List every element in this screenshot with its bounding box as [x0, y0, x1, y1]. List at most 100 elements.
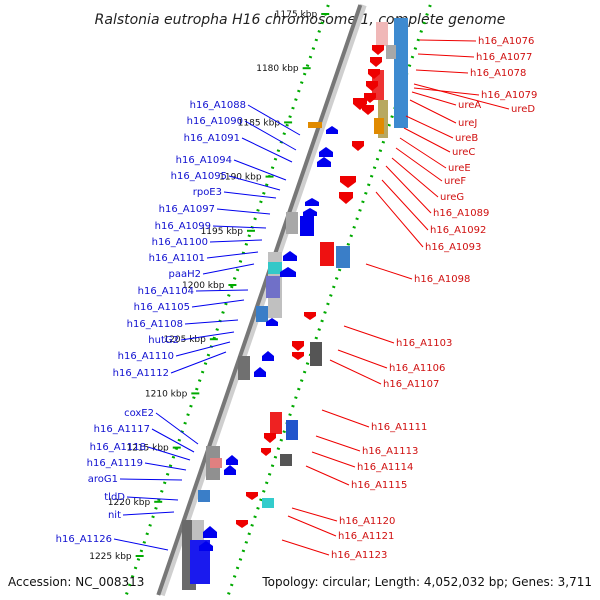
forward-gene-arrow — [203, 526, 217, 538]
reverse-gene-arrow — [292, 352, 304, 360]
ruler-tick-label: 1180 kbp — [256, 64, 299, 74]
reverse-block — [270, 412, 282, 434]
reverse-gene-leader — [391, 157, 439, 198]
forward-gene-leader — [151, 428, 195, 453]
reverse-gene-leader — [413, 83, 510, 110]
reverse-block — [320, 242, 334, 266]
forward-gene-label: h16_A1091 — [184, 133, 240, 144]
reverse-gene-arrow — [352, 141, 364, 151]
forward-gene-leader — [233, 159, 287, 181]
forward-gene-label: h16_A1117 — [94, 424, 150, 435]
reverse-gene-label: h16_A1078 — [470, 68, 526, 79]
ruler-tick-label: 1175 kbp — [275, 10, 318, 20]
forward-gene-label: h16_A1101 — [149, 253, 205, 264]
reverse-gene-label: h16_A1092 — [430, 225, 486, 236]
reverse-gene-label: h16_A1093 — [425, 242, 481, 253]
forward-gene-leader — [175, 341, 231, 357]
reverse-gene-label: ureD — [511, 104, 535, 115]
reverse-gene-label: h16_A1115 — [351, 480, 407, 491]
reverse-gene-leader — [403, 127, 451, 153]
forward-gene-leader — [247, 104, 301, 136]
reverse-gene-leader — [417, 53, 475, 58]
forward-block — [268, 262, 282, 274]
reverse-gene-leader — [311, 451, 356, 468]
forward-gene-label: aroG1 — [88, 474, 118, 485]
forward-gene-label: h16_A1094 — [176, 155, 232, 166]
reverse-gene-label: h16_A1103 — [396, 338, 452, 349]
reverse-gene-leader — [291, 507, 338, 522]
forward-gene-label: coxE2 — [124, 408, 154, 419]
ruler-tick-label: 1220 kbp — [108, 498, 151, 508]
reverse-gene-label: h16_A1076 — [478, 36, 534, 47]
forward-block — [198, 490, 210, 502]
forward-gene-label: h16_A1118 — [90, 442, 146, 453]
forward-block — [256, 306, 268, 322]
forward-gene-arrow — [262, 351, 274, 361]
reverse-gene-leader — [365, 263, 413, 280]
reverse-gene-arrow — [246, 492, 258, 500]
forward-gene-label: h16_A1104 — [138, 286, 194, 297]
reverse-gene-label: h16_A1111 — [371, 422, 427, 433]
reverse-gene-label: h16_A1106 — [389, 363, 445, 374]
reverse-gene-arrow — [366, 81, 378, 91]
reverse-gene-arrow — [304, 312, 316, 320]
reverse-gene-arrow — [261, 448, 271, 456]
forward-gene-leader — [195, 289, 249, 292]
reverse-gene-label: ureE — [448, 163, 471, 174]
reverse-block — [386, 45, 396, 59]
reverse-gene-leader — [405, 115, 454, 139]
reverse-block — [336, 246, 350, 268]
reverse-gene-label: h16_A1121 — [338, 531, 394, 542]
forward-gene-arrow — [254, 367, 266, 377]
forward-gene-leader — [206, 251, 259, 259]
reverse-gene-label: h16_A1113 — [362, 446, 418, 457]
reverse-block — [376, 22, 388, 46]
forward-gene-leader — [244, 120, 297, 151]
reverse-gene-leader — [329, 359, 382, 385]
reverse-gene-label: ureB — [455, 133, 478, 144]
reverse-gene-leader — [411, 91, 457, 106]
reverse-gene-arrow — [362, 105, 374, 115]
forward-gene-leader — [126, 496, 179, 501]
ruler-tick-label: 1190 kbp — [219, 173, 262, 183]
forward-gene-label: h16_A1126 — [56, 534, 112, 545]
topology-summary: Topology: circular; Length: 4,052,032 bp… — [261, 575, 592, 589]
forward-gene-leader — [202, 263, 255, 275]
forward-gene-label: paaH2 — [169, 269, 202, 280]
reverse-gene-leader — [281, 539, 330, 556]
forward-gene-leader — [228, 175, 281, 191]
ruler-tick-label: 1205 kbp — [163, 335, 206, 345]
forward-gene-leader — [155, 412, 199, 445]
reverse-block — [374, 118, 384, 134]
reverse-gene-label: ureC — [452, 147, 475, 158]
forward-gene-arrow — [224, 465, 236, 475]
forward-gene-arrow — [317, 157, 331, 167]
forward-gene-labels: h16_A1088 h16_A1090 h16_A1091 h16_A1094 h16_… — [56, 100, 301, 551]
forward-gene-label: tldD — [104, 492, 125, 503]
forward-gene-label: h16_A1088 — [190, 100, 246, 111]
forward-block — [300, 216, 314, 236]
reverse-block — [394, 18, 408, 128]
reverse-gene-label: h16_A1120 — [339, 516, 395, 527]
forward-gene-leader — [184, 319, 239, 325]
reverse-gene-leader — [381, 179, 429, 231]
ruler-tick-label: 1210 kbp — [145, 389, 188, 399]
reverse-gene-arrow — [370, 57, 382, 67]
forward-block — [266, 276, 280, 298]
forward-gene-label: h16_A1095 — [171, 171, 227, 182]
reverse-gene-leader — [395, 147, 443, 182]
forward-gene-label: rpoE3 — [193, 187, 222, 198]
forward-gene-label: h16_A1090 — [187, 116, 243, 127]
ruler-tick-label: 1200 kbp — [182, 281, 225, 291]
reverse-gene-leader — [419, 39, 477, 42]
forward-gene-leader — [216, 208, 271, 215]
reverse-gene-arrow — [292, 341, 304, 351]
reverse-gene-arrow — [340, 176, 356, 188]
gene-features — [182, 18, 408, 590]
ruler-ticks: 1175 kbp 1180 kbp 1185 kbp 1190 kbp 1195 kbp… — [89, 10, 330, 562]
forward-gene-label: nit — [108, 510, 121, 521]
reverse-block — [280, 454, 292, 466]
reverse-gene-leader — [343, 325, 395, 344]
reverse-gene-leader — [337, 349, 388, 369]
